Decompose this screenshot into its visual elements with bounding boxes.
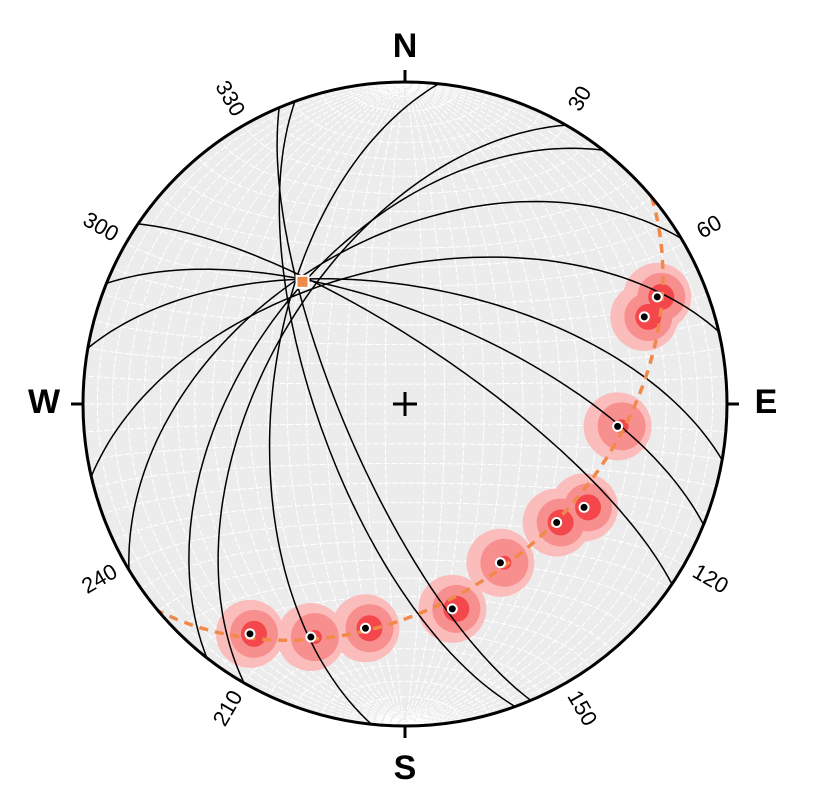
pole xyxy=(359,622,371,634)
grid-great-circle xyxy=(404,82,714,726)
great-circle xyxy=(188,147,604,658)
grid-small-circle xyxy=(268,111,542,160)
grid-small-circle xyxy=(112,267,698,306)
great-circle xyxy=(268,83,440,725)
grid-small-circle xyxy=(93,462,717,488)
grid-small-circle xyxy=(102,482,708,515)
grid-great-circle xyxy=(159,82,406,726)
grid-great-circle xyxy=(176,82,406,726)
south-label: S xyxy=(394,749,417,787)
grid-small-circle xyxy=(140,218,670,268)
girdle xyxy=(157,196,665,643)
grid-small-circle xyxy=(140,540,670,590)
beta-axis xyxy=(295,274,310,289)
north-label: N xyxy=(393,27,418,65)
great-circle xyxy=(278,101,516,708)
azimuth-label: 60 xyxy=(692,210,726,244)
great-circle xyxy=(217,124,567,684)
grid-great-circle xyxy=(404,82,634,726)
pole xyxy=(551,516,563,528)
grid-small-circle xyxy=(321,680,489,716)
azimuth-label: 210 xyxy=(208,686,248,730)
great-circle xyxy=(90,256,720,477)
grid-small-circle xyxy=(157,559,653,612)
pole xyxy=(244,628,256,640)
grid-great-circle xyxy=(404,82,562,726)
azimuth-label: 240 xyxy=(77,559,121,599)
azimuth-label: 300 xyxy=(79,207,123,247)
grid-small-circle xyxy=(348,696,462,722)
grid-small-circle xyxy=(321,92,489,128)
pole xyxy=(305,631,317,643)
grid-small-circle xyxy=(84,375,726,385)
azimuth-label: 30 xyxy=(563,81,597,115)
pole xyxy=(446,603,458,615)
grid-small-circle xyxy=(176,577,634,633)
great-circle xyxy=(106,268,705,525)
grid-small-circle xyxy=(268,648,542,697)
azimuth-label: 150 xyxy=(562,686,602,730)
great-circle xyxy=(128,200,682,570)
grid-great-circle xyxy=(404,82,426,726)
pole xyxy=(612,420,624,432)
pole xyxy=(494,557,506,569)
grid-small-circle xyxy=(294,664,516,707)
great-circle xyxy=(137,223,673,585)
grid-small-circle xyxy=(294,101,516,144)
west-label: W xyxy=(28,383,61,421)
grid-small-circle xyxy=(125,242,685,287)
azimuth-label: 330 xyxy=(210,76,250,120)
pole xyxy=(638,311,650,323)
grid-small-circle xyxy=(157,196,653,249)
grid-small-circle xyxy=(87,347,723,365)
grid-small-circle xyxy=(125,521,685,566)
grid-small-circle xyxy=(176,175,634,231)
pole xyxy=(651,291,663,303)
pole xyxy=(578,501,590,513)
azimuth-label: 120 xyxy=(689,559,733,599)
grid-small-circle xyxy=(197,156,613,212)
grid-small-circle xyxy=(348,86,462,112)
great-circle xyxy=(276,107,532,701)
east-label: E xyxy=(755,383,778,421)
grid-small-circle xyxy=(219,139,591,195)
grid-small-circle xyxy=(376,711,434,725)
grid-great-circle xyxy=(111,82,406,726)
